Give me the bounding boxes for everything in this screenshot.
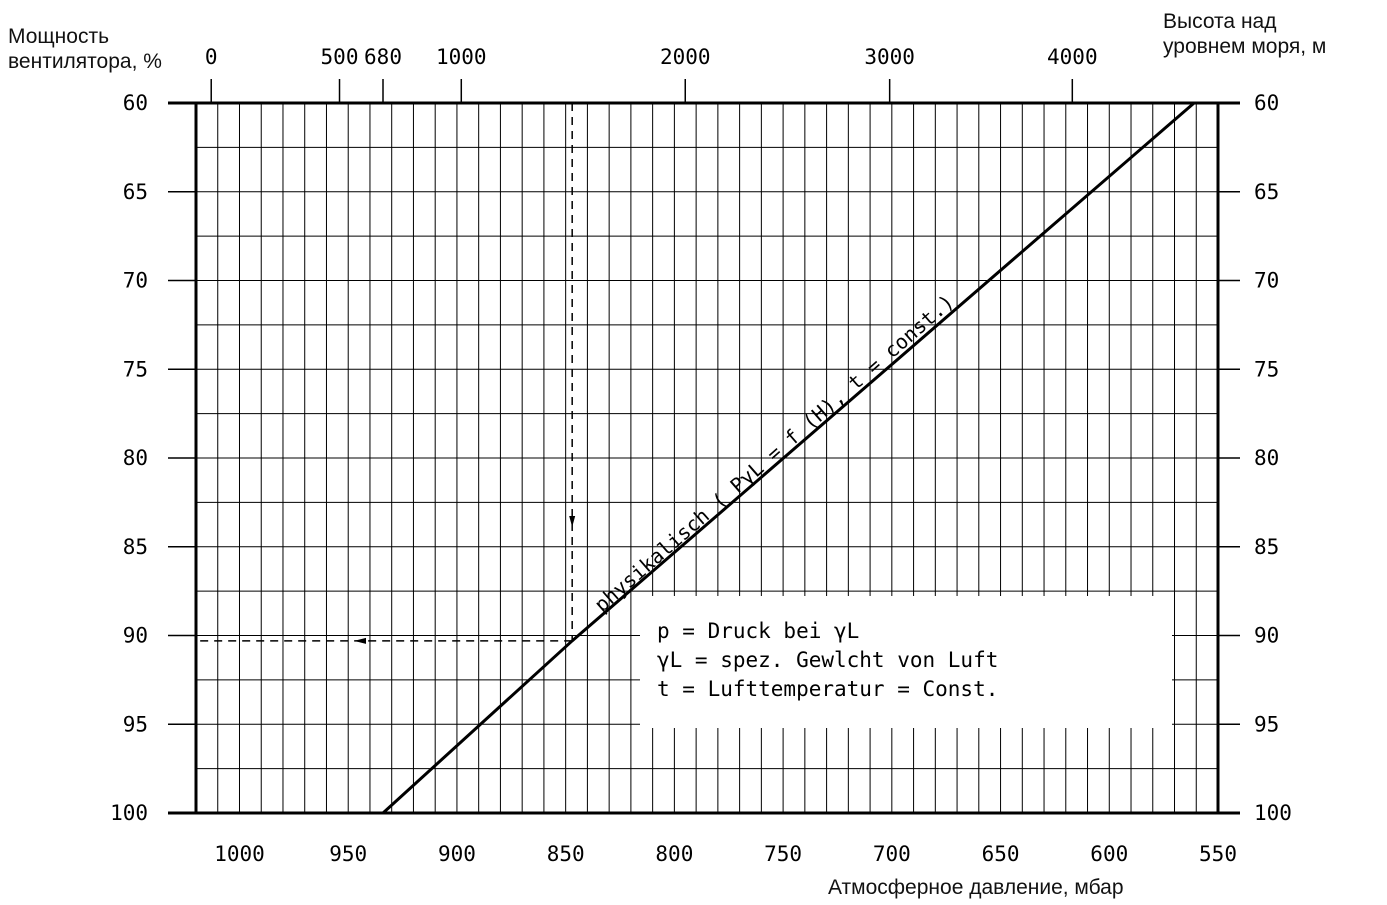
guide-arrow-left-icon <box>354 637 366 644</box>
top-tick-label: 0 <box>205 45 218 69</box>
axes <box>168 79 1240 815</box>
top-tick-label: 3000 <box>864 45 915 69</box>
x-axis-label: Атмосферное давление, мбар <box>828 876 1124 899</box>
y-tick-label-right: 100 <box>1254 801 1292 825</box>
y-tick-label-left: 70 <box>123 269 148 293</box>
y-tick-label-right: 65 <box>1254 180 1279 204</box>
top-tick-label: 4000 <box>1047 45 1098 69</box>
guide-lines <box>196 103 576 644</box>
x-tick-label-bottom: 900 <box>438 842 476 866</box>
x-tick-label-bottom: 550 <box>1199 842 1237 866</box>
y-tick-label-right: 85 <box>1254 535 1279 559</box>
y-tick-label-left: 95 <box>123 712 148 736</box>
y-axis-label-line1: Мощность <box>8 25 110 48</box>
legend-entry: γL = spez. Gewlcht von Luft <box>657 648 998 672</box>
legend: p = Druck bei γL γL = spez. Gewlcht von L… <box>640 596 1172 728</box>
top-axis-label-line1: Высота над <box>1163 10 1277 33</box>
x-tick-label-bottom: 750 <box>764 842 802 866</box>
top-axis-label-line2: уровнем моря, м <box>1163 35 1327 58</box>
y-tick-label-left: 75 <box>123 357 148 381</box>
x-tick-label-bottom: 1000 <box>214 842 265 866</box>
x-tick-label-bottom: 850 <box>547 842 585 866</box>
y-tick-label-right: 70 <box>1254 269 1279 293</box>
x-tick-label-bottom: 800 <box>655 842 693 866</box>
tick-labels: 60 60 65 65 70 70 75 75 80 80 85 85 90 90 95 95 100 100 10… <box>110 45 1292 866</box>
top-tick-label: 2000 <box>660 45 711 69</box>
series-label: physikalisch ( PγL = f (H), t = const.) <box>589 289 958 616</box>
y-axis-label-line2: вентилятора, % <box>8 50 162 73</box>
series-line <box>381 101 1196 815</box>
top-tick-label: 500 <box>321 45 359 69</box>
y-tick-label-right: 95 <box>1254 712 1279 736</box>
legend-entry: p = Druck bei γL <box>657 619 859 643</box>
y-tick-label-left: 80 <box>123 446 148 470</box>
y-tick-label-right: 90 <box>1254 624 1279 648</box>
y-tick-label-left: 90 <box>123 624 148 648</box>
legend-entry: t = Lufttemperatur = Const. <box>657 677 998 701</box>
y-tick-label-right: 80 <box>1254 446 1279 470</box>
x-tick-label-bottom: 650 <box>982 842 1020 866</box>
y-tick-label-left: 60 <box>123 91 148 115</box>
y-tick-label-right: 60 <box>1254 91 1279 115</box>
x-tick-label-bottom: 700 <box>873 842 911 866</box>
guide-arrow-down-icon <box>569 516 576 527</box>
y-tick-label-right: 75 <box>1254 357 1279 381</box>
x-tick-label-bottom: 950 <box>329 842 367 866</box>
top-tick-label: 680 <box>364 45 402 69</box>
top-tick-label: 1000 <box>436 45 487 69</box>
x-tick-label-bottom: 600 <box>1090 842 1128 866</box>
y-tick-label-left: 100 <box>110 801 148 825</box>
y-tick-label-left: 65 <box>123 180 148 204</box>
y-tick-label-left: 85 <box>123 535 148 559</box>
legend-box <box>640 596 1172 728</box>
